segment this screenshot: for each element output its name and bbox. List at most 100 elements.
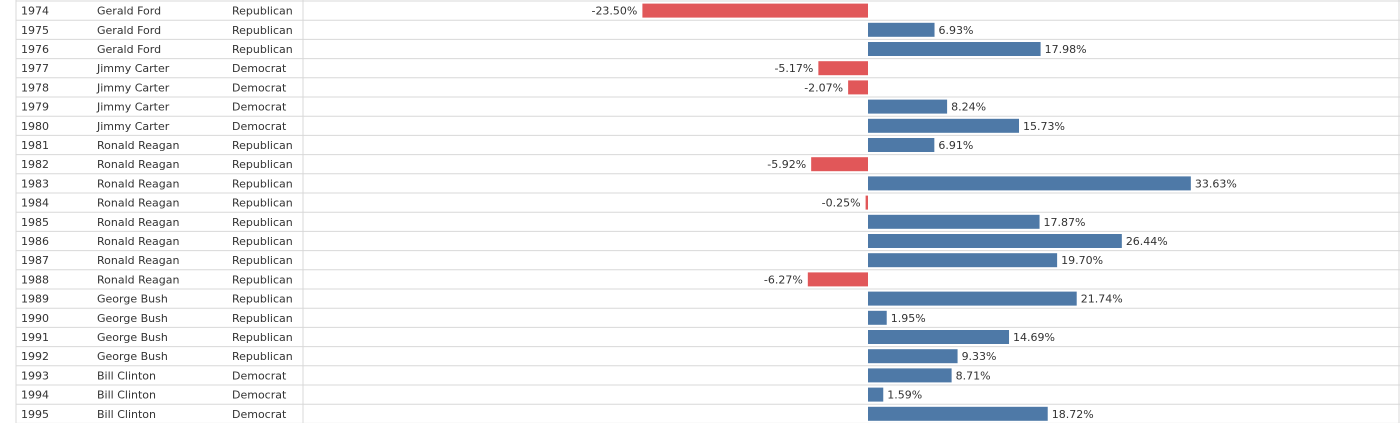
party-label: Democrat (232, 120, 287, 133)
year-label: 1989 (21, 293, 49, 306)
year-label: 1982 (21, 158, 49, 171)
bar (868, 330, 1010, 344)
year-label: 1979 (21, 101, 49, 114)
party-label: Republican (232, 273, 293, 286)
bar (868, 368, 952, 383)
bar (868, 138, 935, 152)
party-label: Republican (232, 5, 293, 18)
year-label: 1984 (21, 197, 49, 210)
year-label: 1974 (21, 5, 49, 18)
value-label: 8.24% (951, 101, 986, 114)
year-label: 1986 (21, 235, 49, 248)
party-label: Republican (232, 293, 293, 306)
year-label: 1983 (21, 177, 49, 190)
value-label: 21.74% (1081, 293, 1123, 306)
president-label: Ronald Reagan (97, 216, 180, 229)
value-label: 6.93% (939, 24, 974, 37)
year-label: 1990 (21, 312, 49, 325)
president-label: Jimmy Carter (96, 81, 170, 94)
value-label: 1.95% (891, 312, 926, 325)
value-label: 33.63% (1195, 177, 1237, 190)
bar (868, 387, 884, 402)
president-label: George Bush (97, 312, 168, 325)
value-label: 26.44% (1126, 235, 1168, 248)
president-label: Bill Clinton (97, 369, 156, 382)
president-label: Jimmy Carter (96, 62, 170, 75)
party-label: Republican (232, 312, 293, 325)
president-label: Jimmy Carter (96, 120, 170, 133)
value-label: 19.70% (1061, 254, 1103, 267)
party-label: Democrat (232, 369, 287, 382)
value-label: -2.07% (804, 81, 843, 94)
party-label: Democrat (232, 408, 287, 421)
value-label: -0.25% (822, 197, 861, 210)
party-label: Democrat (232, 81, 287, 94)
bar (868, 291, 1077, 306)
value-label: -5.17% (774, 62, 813, 75)
bar (868, 22, 935, 37)
party-label: Democrat (232, 101, 287, 114)
value-label: 8.71% (956, 369, 991, 382)
party-label: Republican (232, 158, 293, 171)
value-label: 9.33% (962, 350, 997, 363)
president-label: Ronald Reagan (97, 139, 180, 152)
party-label: Republican (232, 177, 293, 190)
bar (868, 234, 1122, 248)
party-label: Democrat (232, 389, 287, 402)
president-label: Bill Clinton (97, 389, 156, 402)
president-label: George Bush (97, 331, 168, 344)
year-label: 1995 (21, 408, 49, 421)
year-label: 1992 (21, 350, 49, 363)
year-label: 1975 (21, 24, 49, 37)
party-label: Republican (232, 216, 293, 229)
president-label: Ronald Reagan (97, 177, 180, 190)
year-label: 1978 (21, 81, 49, 94)
president-label: Gerald Ford (97, 24, 161, 37)
year-label: 1987 (21, 254, 49, 267)
bar (868, 349, 958, 364)
bar (848, 80, 868, 95)
value-label: 17.87% (1044, 216, 1086, 229)
party-label: Republican (232, 254, 293, 267)
value-label: 18.72% (1052, 408, 1094, 421)
party-label: Republican (232, 24, 293, 37)
year-label: 1993 (21, 369, 49, 382)
bar (868, 253, 1058, 268)
bar (868, 118, 1020, 133)
value-label: 15.73% (1023, 120, 1065, 133)
bar (865, 195, 868, 210)
value-label: -5.92% (767, 158, 806, 171)
party-label: Republican (232, 197, 293, 210)
value-label: 1.59% (887, 389, 922, 402)
president-label: Ronald Reagan (97, 235, 180, 248)
bar (818, 61, 868, 76)
year-label: 1985 (21, 216, 49, 229)
value-label: -6.27% (764, 273, 803, 286)
bar (868, 42, 1041, 56)
value-label: 6.91% (938, 139, 973, 152)
year-label: 1994 (21, 389, 49, 402)
bar (868, 310, 887, 325)
president-label: Gerald Ford (97, 43, 161, 56)
president-label: Ronald Reagan (97, 197, 180, 210)
president-label: Bill Clinton (97, 408, 156, 421)
president-label: Gerald Ford (97, 5, 161, 18)
president-label: Ronald Reagan (97, 254, 180, 267)
year-label: 1977 (21, 62, 49, 75)
year-label: 1991 (21, 331, 49, 344)
bar (868, 99, 948, 114)
value-label: -23.50% (591, 5, 637, 18)
president-label: Ronald Reagan (97, 158, 180, 171)
president-label: George Bush (97, 293, 168, 306)
year-label: 1976 (21, 43, 49, 56)
year-label: 1988 (21, 273, 49, 286)
party-label: Republican (232, 235, 293, 248)
year-label: 1980 (21, 120, 49, 133)
party-label: Republican (232, 350, 293, 363)
value-label: 17.98% (1045, 43, 1087, 56)
bar (811, 157, 868, 172)
party-label: Republican (232, 331, 293, 344)
value-label: 14.69% (1013, 331, 1055, 344)
year-label: 1981 (21, 139, 49, 152)
